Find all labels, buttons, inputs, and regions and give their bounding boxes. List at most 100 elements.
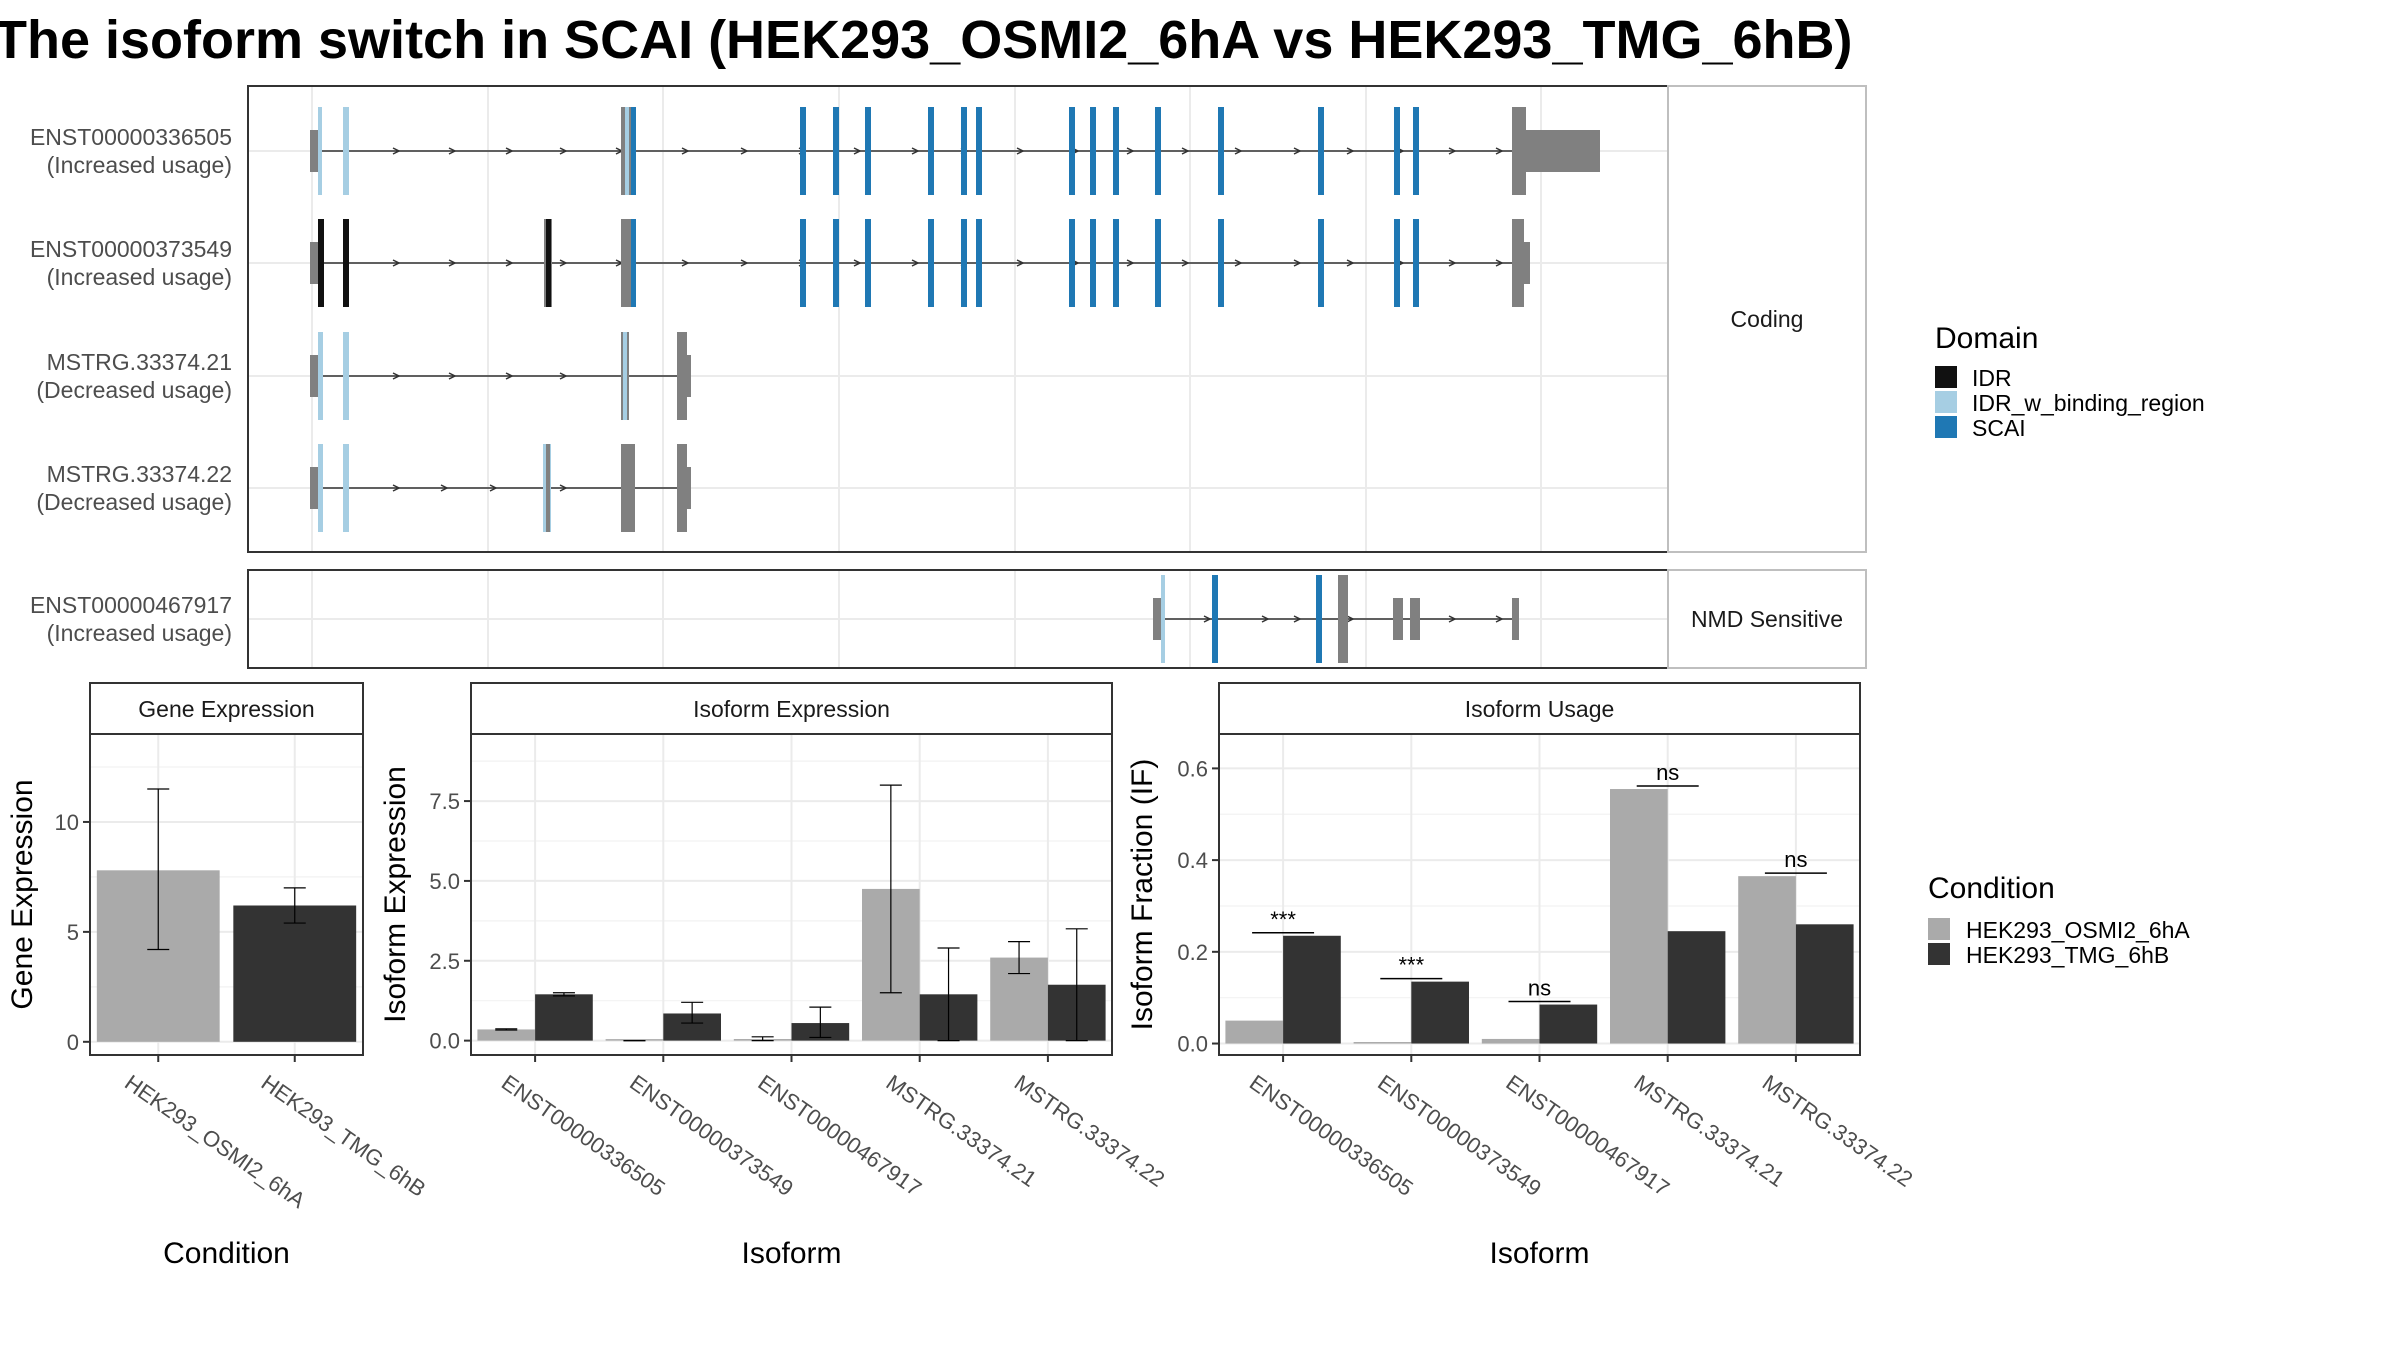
- bar-panels: Gene Expression0510HEK293_OSMI2_6hAHEK29…: [6, 682, 1917, 1270]
- iso2-arrow-14: [1181, 259, 1190, 267]
- iso2-arrow-15: [1234, 259, 1243, 267]
- iso2-exon-scai-4: [961, 219, 967, 307]
- condition-legend-label: HEK293_OSMI2_6hA: [1966, 917, 2190, 943]
- iso1-arrow-16: [1293, 147, 1302, 155]
- iso1-exon-scai-2: [865, 107, 871, 195]
- iso2-arrow-19: [1448, 259, 1457, 267]
- iso4-exon-idr-binding-2: [343, 444, 349, 532]
- panel-isoform-usage-bar: [1539, 1004, 1598, 1044]
- iso2-exon-scai-0: [800, 219, 806, 307]
- domain-legend-label: SCAI: [1972, 415, 2026, 441]
- panel-isoform-expression-y-axis-title: Isoform Expression: [379, 766, 412, 1023]
- iso1-exon-scai-6: [1069, 107, 1075, 195]
- iso4-exon-shared: [621, 444, 635, 532]
- iso5-exon-last: [1512, 598, 1519, 640]
- panel-isoform-usage-strip-label: Isoform Usage: [1465, 696, 1615, 722]
- iso1-arrow-3: [559, 147, 568, 155]
- iso1-arrow-5: [681, 147, 690, 155]
- iso2-exon-last: [1512, 219, 1524, 307]
- panel-isoform-expression-bar: [605, 1039, 664, 1041]
- iso2-exon-scai-11: [1318, 219, 1324, 307]
- iso5-arrow-0: [1203, 615, 1212, 623]
- iso3-utr-end: [685, 355, 691, 397]
- iso2-arrow-17: [1346, 259, 1355, 267]
- iso1-arrow-13: [1126, 147, 1135, 155]
- panel-isoform-expression-x-axis-title: Isoform: [741, 1237, 841, 1270]
- panel-isoform-usage-bar: [1795, 924, 1854, 1044]
- iso2-exon-scai-2: [865, 219, 871, 307]
- iso3-arrow-0: [392, 372, 401, 380]
- panel-isoform-expression-y-tick-label: 2.5: [429, 949, 460, 974]
- iso5-arrow-5: [1495, 615, 1504, 623]
- iso3-arrow-2: [505, 372, 514, 380]
- iso1-arrow-9: [911, 147, 920, 155]
- panel-isoform-usage-bar: [1353, 1042, 1412, 1044]
- iso1-exon-scai-4: [961, 107, 967, 195]
- iso5-exon-scai-2: [1316, 575, 1322, 663]
- iso1-exon-idr-binding-2: [343, 107, 349, 195]
- panel-isoform-usage-y-tick-label: 0.0: [1177, 1032, 1208, 1057]
- iso4-exon-last: [677, 444, 687, 532]
- iso1-exon-scai-1: [833, 107, 839, 195]
- iso3-arrow-1: [448, 372, 457, 380]
- iso2-exon-scai-9: [1155, 219, 1161, 307]
- isoform-label-usage: (Increased usage): [47, 264, 232, 290]
- iso2-utr-end: [1522, 242, 1530, 284]
- condition-legend-swatch-0: [1928, 918, 1950, 940]
- panel-gene-expression-x-axis-title: Condition: [163, 1237, 290, 1270]
- panel-isoform-expression-strip: [470, 682, 1113, 735]
- iso1-exon-scai-8: [1113, 107, 1119, 195]
- iso2-arrow-2: [505, 259, 514, 267]
- iso2-exon-scai-3: [928, 219, 934, 307]
- iso5-exon-utr-3: [1410, 598, 1420, 640]
- iso2-arrow-0: [392, 259, 401, 267]
- iso5-arrow-1: [1261, 615, 1270, 623]
- iso5-utr-start: [1153, 598, 1163, 640]
- structure-panel-0-strip: [1667, 85, 1867, 553]
- panel-isoform-usage-x-axis-title: Isoform: [1489, 1237, 1589, 1270]
- isoform-label-id: MSTRG.33374.21: [47, 349, 232, 375]
- iso1-exon-scai-7: [1090, 107, 1096, 195]
- panel-isoform-usage-y-tick-label: 0.6: [1177, 756, 1208, 781]
- panel-isoform-usage-bar: [1610, 789, 1668, 1044]
- panel-isoform-usage-significance-label: ***: [1398, 953, 1424, 978]
- iso1-arrow-20: [1495, 147, 1504, 155]
- iso1-exon-scai-0: [800, 107, 806, 195]
- domain-legend-swatch-scai: [1935, 416, 1957, 438]
- iso2-utr-start: [310, 242, 320, 284]
- iso1-exon-scai-13: [1413, 107, 1419, 195]
- iso1-arrow-19: [1448, 147, 1457, 155]
- isoform-label-id: ENST00000373549: [30, 236, 232, 262]
- iso2-arrow-9: [911, 259, 920, 267]
- panel-isoform-usage-bar: [1283, 935, 1341, 1044]
- panel-isoform-usage-significance-label: ns: [1656, 760, 1679, 785]
- panel-gene-expression-y-tick-label: 5: [67, 920, 79, 945]
- iso1-arrow-2: [505, 147, 514, 155]
- isoform-label-usage: (Increased usage): [47, 620, 232, 646]
- iso5-arrow-4: [1448, 615, 1457, 623]
- panel-isoform-usage-bar: [1225, 1020, 1284, 1044]
- iso1-exon-scai-3: [928, 107, 934, 195]
- iso4-exon-utr-mid: [546, 444, 550, 532]
- figure-title: The isoform switch in SCAI (HEK293_OSMI2…: [0, 10, 1853, 70]
- iso1-arrow-0: [392, 147, 401, 155]
- condition-legend-swatch-1: [1928, 943, 1950, 965]
- iso1-arrow-15: [1234, 147, 1243, 155]
- iso1-arrow-1: [448, 147, 457, 155]
- iso1-exon-last: [1512, 107, 1526, 195]
- iso5-exon-utr-1: [1338, 575, 1348, 663]
- isoform-label-usage: (Increased usage): [47, 152, 232, 178]
- domain-legend-title: Domain: [1935, 322, 2038, 355]
- iso1-exon-scai-11: [1318, 107, 1324, 195]
- iso2-exon-scai-8: [1113, 219, 1119, 307]
- iso1-exon-scai-first: [631, 107, 636, 195]
- domain-legend-label: IDR: [1972, 365, 2012, 391]
- domain-legend-swatch-idr-w-binding-region: [1935, 391, 1957, 413]
- iso3-exon-idr-binding-3: [623, 332, 627, 420]
- structure-strip-label: NMD Sensitive: [1691, 606, 1843, 632]
- panel-gene-expression-bar: [233, 905, 357, 1042]
- iso3-exon-last: [677, 332, 687, 420]
- iso2-arrow-8: [853, 259, 862, 267]
